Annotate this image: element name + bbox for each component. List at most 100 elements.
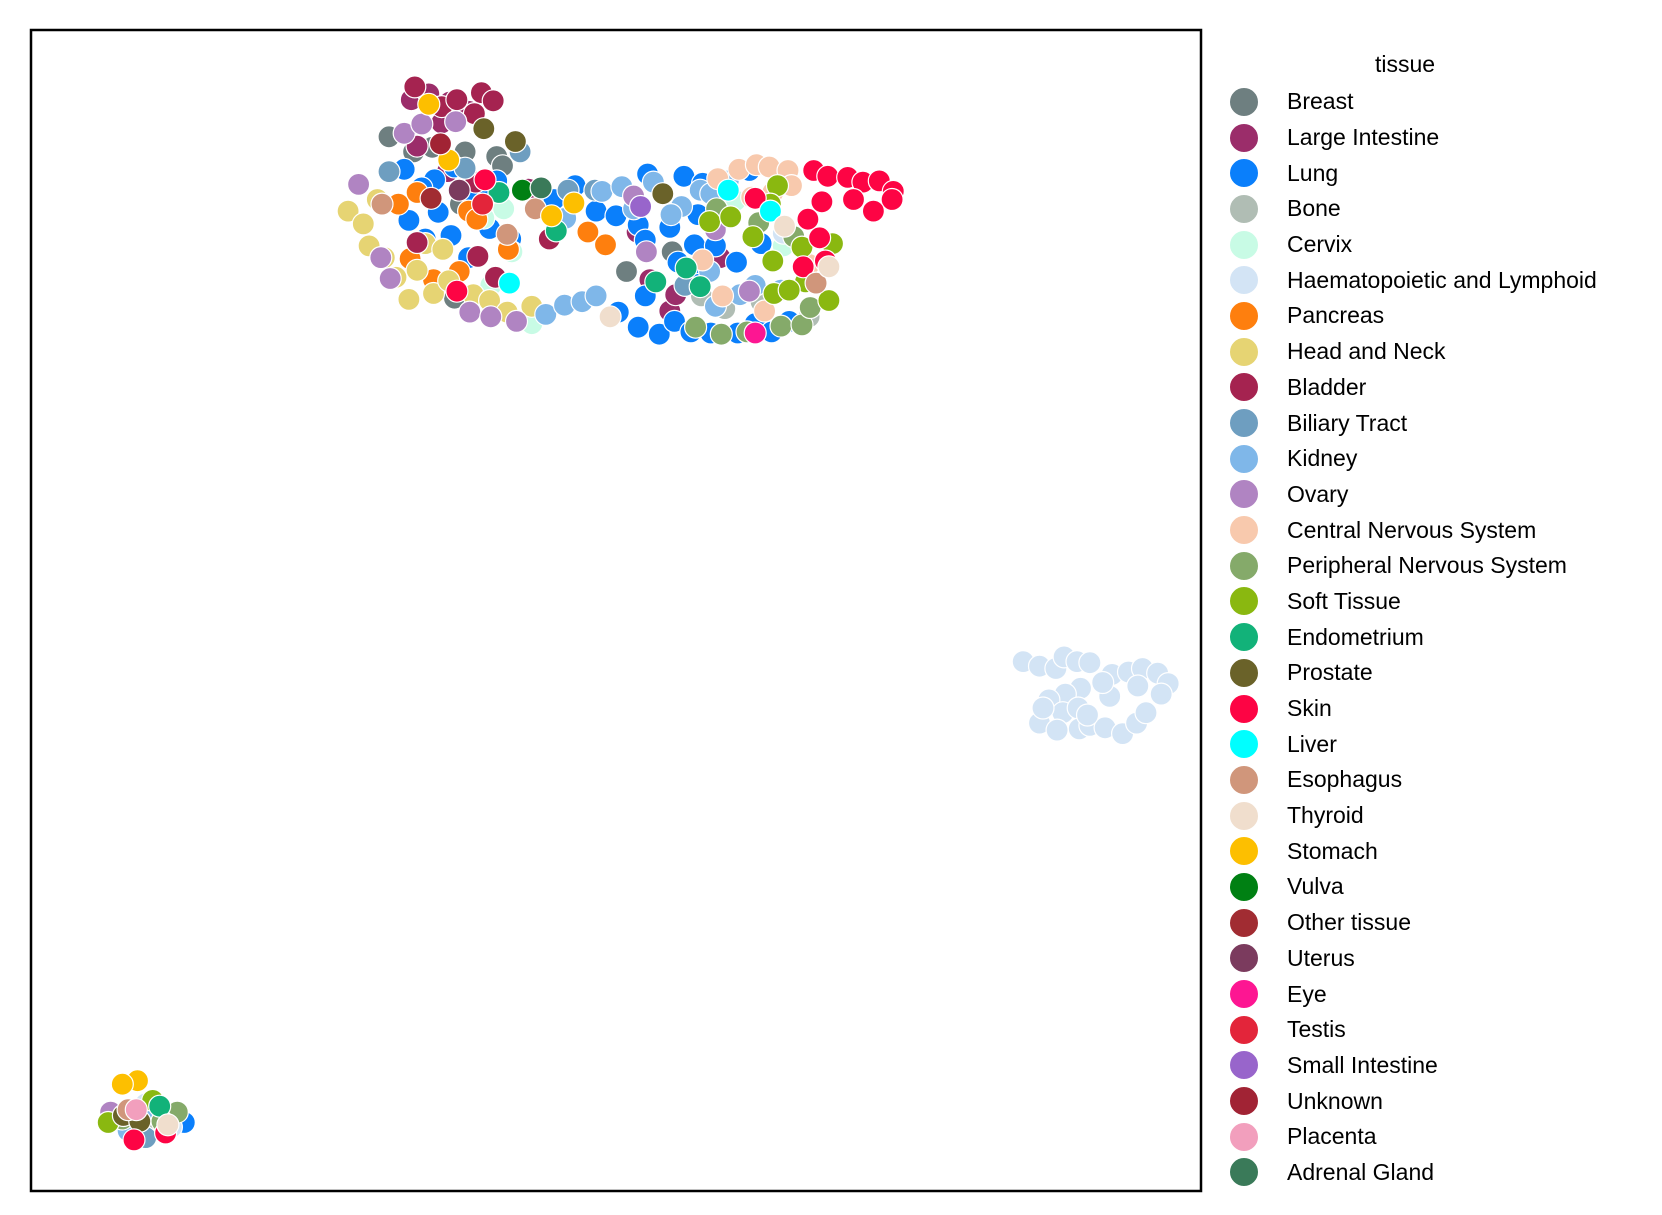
- point-pancreas: [576, 220, 600, 244]
- legend-label: Soft Tissue: [1287, 587, 1401, 614]
- legend-marker-breast: [1229, 86, 1259, 117]
- point-bladder: [466, 244, 490, 268]
- point-soft-tissue: [817, 288, 841, 313]
- point-ovary: [479, 305, 503, 329]
- series-testis: [471, 192, 495, 216]
- legend-item-unknown: Unknown: [1225, 1083, 1655, 1119]
- legend-item-bone: Bone: [1225, 191, 1655, 227]
- series-placenta: [124, 1098, 148, 1122]
- point-soft-tissue: [761, 249, 785, 273]
- point-uterus: [447, 178, 471, 202]
- legend-item-uterus: Uterus: [1225, 941, 1655, 977]
- point-thyroid: [598, 305, 622, 329]
- legend-item-ovary: Ovary: [1225, 477, 1655, 513]
- series-bone: [138, 284, 821, 1131]
- point-ovary: [347, 172, 371, 196]
- point-ovary: [369, 246, 393, 270]
- series-soft-tissue: [96, 174, 845, 1135]
- legend-item-testis: Testis: [1225, 1012, 1655, 1048]
- legend-label: Unknown: [1287, 1087, 1383, 1114]
- point-soft-tissue: [719, 205, 743, 229]
- legend-item-endometrium: Endometrium: [1225, 619, 1655, 655]
- point-haematopoietic-and-lymphoid: [1149, 682, 1173, 706]
- legend-marker-head-and-neck: [1229, 336, 1259, 367]
- legend-marker-adrenal-gland: [1229, 1157, 1259, 1188]
- point-skin: [880, 187, 904, 212]
- legend-label: Adrenal Gland: [1287, 1158, 1435, 1185]
- legend-label: Pancreas: [1287, 302, 1385, 329]
- legend-label: Uterus: [1287, 944, 1355, 971]
- legend-item-esophagus: Esophagus: [1225, 762, 1655, 798]
- series-other-tissue: [419, 186, 443, 210]
- point-skin: [810, 190, 834, 214]
- legend-item-bladder: Bladder: [1225, 370, 1655, 406]
- legend-label: Central Nervous System: [1287, 516, 1537, 543]
- legend-marker-ovary: [1229, 479, 1259, 510]
- point-skin: [807, 226, 832, 250]
- legend-label: Other tissue: [1287, 909, 1411, 936]
- series-uterus: [447, 178, 471, 202]
- legend-marker-stomach: [1229, 836, 1259, 867]
- legend-title: tissue: [1374, 51, 1436, 77]
- point-skin: [816, 164, 840, 188]
- legend: tissue Breast Large Intestine Lung Bone Cerv…: [1225, 44, 1655, 1190]
- point-lung: [397, 208, 421, 232]
- point-skin: [861, 199, 886, 223]
- point-thyroid: [772, 214, 797, 238]
- point-placenta: [124, 1098, 148, 1122]
- point-skin: [122, 1128, 146, 1152]
- legend-marker-small-intestine: [1229, 1050, 1259, 1081]
- point-prostate: [472, 117, 496, 141]
- legend-item-liver: Liver: [1225, 726, 1655, 762]
- point-ovary: [410, 112, 434, 136]
- legend-marker-large-intestine: [1229, 122, 1259, 153]
- legend-item-small-intestine: Small Intestine: [1225, 1048, 1655, 1084]
- point-skin: [743, 186, 767, 210]
- legend-items: Breast Large Intestine Lung Bone Cervix Haema…: [1225, 84, 1655, 1190]
- point-stomach: [562, 191, 586, 215]
- series-unknown: [428, 132, 453, 156]
- point-lung: [584, 199, 608, 223]
- legend-marker-prostate: [1229, 657, 1259, 688]
- legend-marker-vulva: [1229, 871, 1259, 902]
- legend-marker-skin: [1229, 693, 1259, 724]
- legend-marker-esophagus: [1229, 764, 1259, 795]
- series-thyroid: [156, 214, 841, 1137]
- point-head-and-neck: [397, 287, 421, 311]
- point-haematopoietic-and-lymphoid: [1075, 703, 1100, 727]
- legend-label: Large Intestine: [1287, 124, 1440, 151]
- point-kidney: [590, 179, 614, 203]
- legend-label: Bone: [1287, 195, 1341, 222]
- series-haematopoietic-and-lymphoid: [134, 221, 1180, 1139]
- point-soft-tissue: [697, 210, 722, 234]
- legend-label: Testis: [1287, 1016, 1346, 1043]
- legend-label: Head and Neck: [1287, 338, 1446, 365]
- legend-item-vulva: Vulva: [1225, 869, 1655, 905]
- legend-label: Liver: [1287, 730, 1337, 757]
- point-prostate: [503, 129, 528, 154]
- legend-marker-biliary-tract: [1229, 408, 1259, 439]
- point-ovary: [634, 240, 659, 264]
- legend-label: Cervix: [1287, 231, 1353, 258]
- point-endometrium: [674, 256, 698, 280]
- legend-item-central-nervous-system: Central Nervous System: [1225, 512, 1655, 548]
- legend-item-head-and-neck: Head and Neck: [1225, 334, 1655, 370]
- legend-item-haematopoietic-and-lymphoid: Haematopoietic and Lymphoid: [1225, 262, 1655, 298]
- point-adrenal-gland: [529, 176, 553, 200]
- legend-marker-uterus: [1229, 943, 1259, 974]
- point-unknown: [428, 132, 453, 156]
- legend-label: Lung: [1287, 159, 1339, 186]
- legend-item-cervix: Cervix: [1225, 227, 1655, 263]
- point-skin: [445, 279, 469, 303]
- point-esophagus: [495, 222, 519, 246]
- legend-item-skin: Skin: [1225, 691, 1655, 727]
- point-stomach: [539, 204, 564, 228]
- legend-label: Breast: [1287, 88, 1354, 115]
- point-endometrium: [688, 275, 712, 299]
- legend-item-lung: Lung: [1225, 155, 1655, 191]
- point-esophagus: [804, 271, 828, 295]
- legend-marker-cervix: [1229, 229, 1259, 260]
- point-eye: [743, 321, 767, 345]
- series-liver: [497, 178, 783, 295]
